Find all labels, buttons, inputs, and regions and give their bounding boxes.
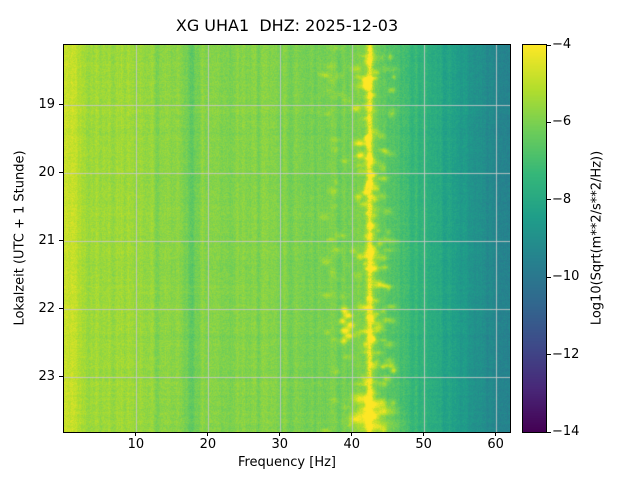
chart-title: XG UHA1 DHZ: 2025-12-03 [175, 16, 399, 35]
x-tick-label: 50 [415, 437, 432, 452]
y-tick-label: 19 [38, 96, 55, 112]
x-tick-label: 20 [199, 437, 217, 452]
x-tick-label: 60 [487, 437, 504, 452]
x-axis-label: Frequency [Hz] [237, 455, 337, 470]
x-tick [423, 432, 425, 436]
y-tick-label: 21 [38, 232, 55, 248]
x-tick [207, 432, 209, 436]
y-tick [59, 308, 63, 310]
colorbar-tick [547, 276, 551, 278]
spectrogram-canvas [64, 45, 510, 432]
colorbar-label: Log10(Sqrt(m**2/s**2/Hz)) [589, 150, 605, 326]
colorbar-tick-label: −6 [552, 114, 572, 130]
colorbar-tick [547, 199, 551, 201]
plot-area [63, 44, 511, 433]
x-tick-label: 30 [271, 437, 289, 452]
x-tick-label: 40 [343, 437, 360, 452]
colorbar-tick-label: −12 [552, 346, 580, 362]
colorbar-tick-label: −14 [552, 424, 580, 439]
x-tick [135, 432, 137, 436]
y-tick [59, 240, 63, 242]
x-tick [279, 432, 281, 436]
y-tick [59, 172, 63, 174]
colorbar [522, 44, 547, 433]
colorbar-canvas [523, 45, 546, 432]
y-tick-label: 22 [38, 300, 55, 316]
colorbar-tick-label: −10 [552, 269, 580, 285]
colorbar-tick-label: −4 [552, 37, 572, 52]
y-tick-label: 23 [38, 368, 55, 384]
y-tick [59, 376, 63, 378]
colorbar-tick-label: −8 [552, 191, 572, 207]
colorbar-tick [547, 354, 551, 356]
x-tick-label: 10 [127, 437, 145, 452]
colorbar-tick [547, 431, 551, 433]
y-tick-label: 20 [38, 164, 55, 180]
y-tick [59, 104, 63, 106]
colorbar-tick [547, 121, 551, 123]
colorbar-tick [547, 44, 551, 46]
x-tick [495, 432, 497, 436]
x-tick [351, 432, 353, 436]
